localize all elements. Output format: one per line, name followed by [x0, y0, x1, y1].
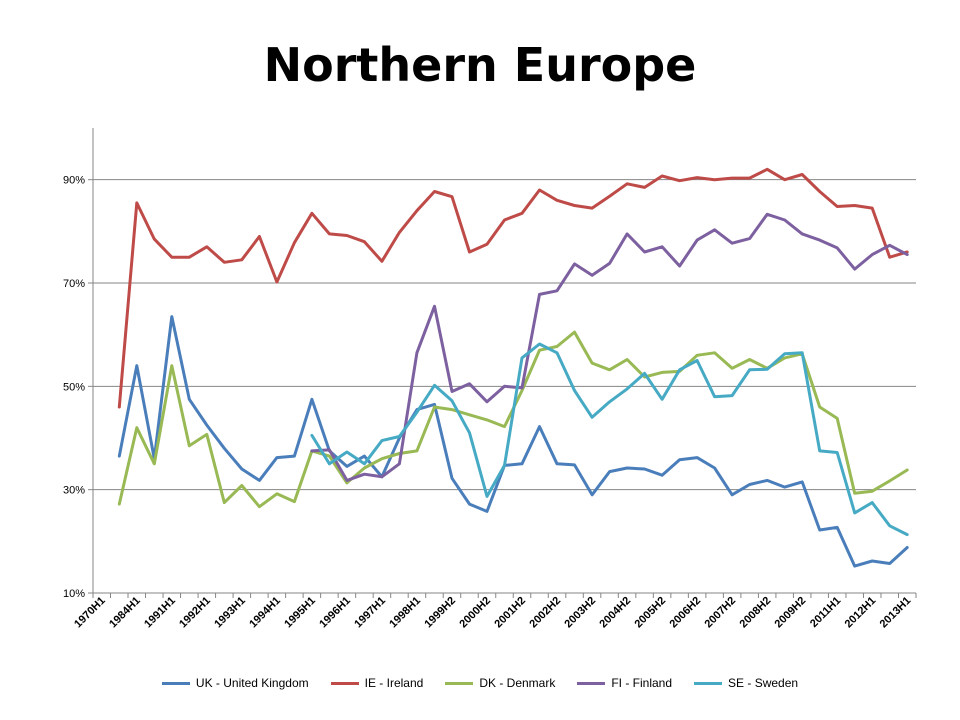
legend-item-fi: FI - Finland	[577, 676, 672, 690]
x-tick-label: 1993H1	[212, 595, 248, 631]
x-tick-label: 1991H1	[142, 595, 178, 631]
x-tick-label: 2013H1	[878, 595, 914, 631]
y-axis-ticks: 10% 30% 50% 70% 90%	[63, 175, 93, 600]
x-tick-label: 2007H2	[703, 595, 739, 631]
x-tick-label: 1998H1	[387, 595, 423, 631]
legend-swatch	[161, 681, 190, 685]
y-tick-label: 30%	[63, 485, 85, 497]
legend-item-dk: DK - Denmark	[445, 676, 555, 690]
x-tick-label: 1997H1	[352, 595, 388, 631]
y-tick-label: 10%	[63, 588, 85, 600]
x-tick-label: 1984H1	[107, 595, 143, 631]
x-tick-label: 1999H2	[422, 595, 458, 631]
y-tick-label: 70%	[63, 278, 85, 290]
series-line-uk	[117, 315, 909, 568]
x-tick-label: 2008H2	[738, 595, 774, 631]
x-tick-label: 2001H2	[492, 595, 528, 631]
x-tick-label: 2004H2	[597, 595, 633, 631]
x-tick-label: 1994H1	[247, 595, 283, 631]
x-tick-label: 2011H1	[808, 595, 843, 630]
legend-swatch	[694, 681, 723, 685]
legend-label: FI - Finland	[611, 676, 673, 690]
legend-item-se: SE - Sweden	[694, 676, 798, 690]
x-tick-label: 1992H1	[177, 595, 213, 631]
x-tick-label: 1995H1	[282, 595, 318, 631]
series-line-ie	[117, 167, 909, 409]
legend-item-uk: UK - United Kingdom	[161, 676, 309, 690]
x-tick-label: 1996H1	[317, 595, 353, 631]
y-tick-label: 90%	[63, 175, 85, 187]
line-chart: 10% 30% 50% 70% 90% 1970H1 1984H1 1991H1 1992H1…	[63, 128, 917, 631]
series-lines	[117, 167, 909, 568]
x-tick-label: 2009H2	[773, 595, 809, 631]
x-tick-label: 2000H2	[457, 595, 493, 631]
chart-title: Northern Europe	[263, 38, 697, 92]
x-tick-label: 2005H2	[632, 595, 668, 631]
x-tick-label: 2002H2	[527, 595, 563, 631]
legend-swatch	[445, 681, 474, 685]
axes	[92, 128, 916, 594]
legend-label: SE - Sweden	[728, 676, 799, 690]
x-tick-label: 2012H1	[843, 595, 879, 631]
legend: UK - United Kingdom IE - Ireland DK - Denm…	[0, 676, 960, 690]
y-tick-label: 50%	[63, 381, 85, 393]
series-line-fi	[310, 212, 909, 482]
x-axis-ticks: 1970H1 1984H1 1991H1 1992H1 1993H1 1994H1 1995…	[72, 593, 917, 631]
legend-label: IE - Ireland	[364, 676, 424, 690]
legend-label: UK - United Kingdom	[195, 676, 309, 690]
legend-label: DK - Denmark	[479, 676, 556, 690]
series-line-se	[310, 342, 909, 537]
legend-swatch	[577, 681, 606, 685]
legend-item-ie: IE - Ireland	[330, 676, 424, 690]
x-tick-label: 2006H2	[667, 595, 703, 631]
legend-swatch	[330, 681, 359, 685]
x-tick-label: 2003H2	[562, 595, 598, 631]
